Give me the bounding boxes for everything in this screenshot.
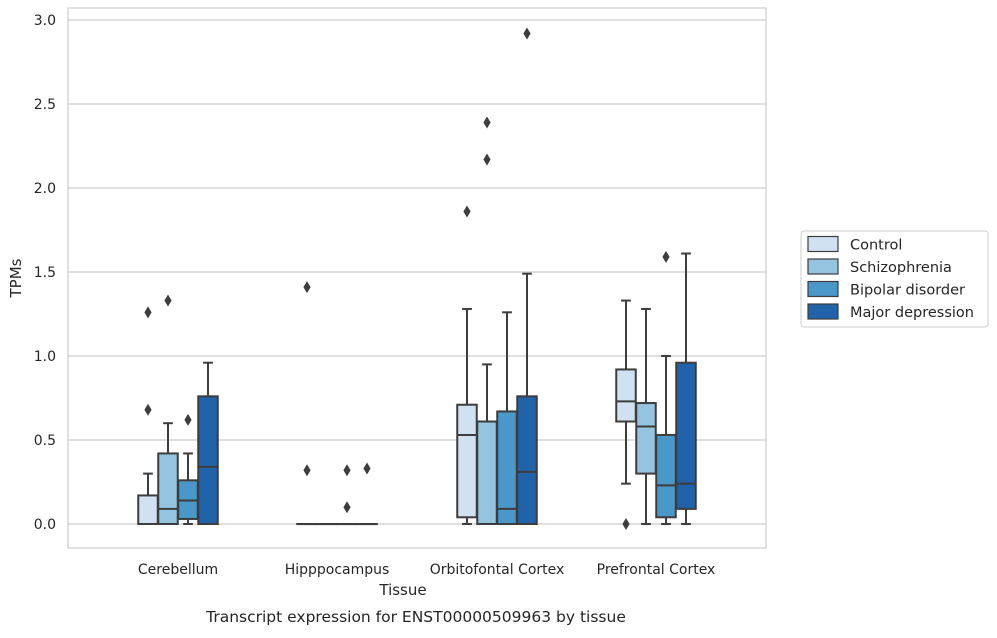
outlier-point — [343, 464, 350, 476]
y-tick-label: 0.5 — [34, 433, 56, 449]
outlier-point — [343, 501, 350, 513]
outlier-point — [303, 281, 310, 293]
box-iqr — [477, 422, 497, 524]
box-iqr — [517, 396, 537, 524]
box-control-3 — [616, 301, 636, 530]
box-control-0 — [138, 306, 158, 524]
legend-swatch — [808, 304, 838, 319]
outlier-point — [483, 116, 490, 128]
x-tick-label: Hipppocampus — [285, 562, 390, 578]
legend-swatch — [808, 237, 838, 252]
box-iqr — [198, 396, 218, 524]
y-tick-label: 2.0 — [34, 181, 56, 197]
box-iqr — [656, 435, 676, 517]
outlier-point — [303, 464, 310, 476]
y-tick-labels: 0.0 0.5 1.0 1.5 2.0 2.5 3.0 — [34, 13, 56, 533]
box-schizophrenia-2 — [477, 116, 497, 524]
chart-caption: Transcript expression for ENST0000050996… — [205, 608, 626, 626]
box-major-depression-2 — [517, 27, 537, 524]
x-tick-label: Prefrontal Cortex — [597, 562, 716, 578]
x-tick-label: Orbitofontal Cortex — [430, 562, 565, 578]
box-iqr — [676, 363, 696, 509]
box-major-depression-1 — [357, 463, 377, 525]
x-tick-label: Cerebellum — [138, 562, 218, 578]
y-tick-label: 1.5 — [34, 265, 56, 281]
outlier-point — [164, 295, 171, 307]
outlier-point — [144, 306, 151, 318]
x-axis-label: Tissue — [378, 581, 426, 599]
box-iqr — [636, 403, 656, 474]
legend-label: Bipolar disorder — [850, 283, 965, 299]
outlier-point — [363, 463, 370, 475]
box-iqr — [158, 453, 178, 524]
box-iqr — [616, 369, 636, 421]
y-tick-label: 0.0 — [34, 517, 56, 533]
box-schizophrenia-0 — [158, 295, 178, 524]
box-iqr — [457, 405, 477, 518]
x-tick-labels: Cerebellum Hipppocampus Orbitofontal Corte… — [138, 562, 715, 578]
y-tick-label: 3.0 — [34, 13, 56, 29]
legend: Control Schizophrenia Bipolar disorder Majo… — [801, 231, 988, 327]
y-axis-label: TPMs — [7, 258, 25, 298]
outlier-point — [622, 518, 629, 530]
y-tick-label: 1.0 — [34, 349, 56, 365]
legend-label: Control — [850, 238, 902, 254]
box-control-2 — [457, 206, 477, 524]
legend-swatch — [808, 282, 838, 297]
boxes — [138, 27, 696, 530]
box-iqr — [497, 411, 517, 524]
box-bipolar-disorder-0 — [178, 414, 198, 524]
outlier-point — [463, 206, 470, 218]
box-bipolar-disorder-1 — [337, 464, 357, 524]
outlier-point — [662, 251, 669, 263]
legend-swatch — [808, 259, 838, 274]
box-bipolar-disorder-2 — [497, 312, 517, 524]
outlier-point — [483, 153, 490, 165]
outlier-point — [523, 27, 530, 39]
box-bipolar-disorder-3 — [656, 251, 676, 524]
y-tick-label: 2.5 — [34, 97, 56, 113]
legend-label: Major depression — [850, 305, 974, 321]
box-major-depression-0 — [198, 363, 218, 524]
box-schizophrenia-3 — [636, 309, 656, 524]
box-major-depression-3 — [676, 254, 696, 524]
outlier-point — [144, 404, 151, 416]
legend-label: Schizophrenia — [850, 260, 952, 276]
box-iqr — [138, 495, 158, 524]
box-control-1 — [297, 281, 317, 524]
outlier-point — [184, 414, 191, 426]
